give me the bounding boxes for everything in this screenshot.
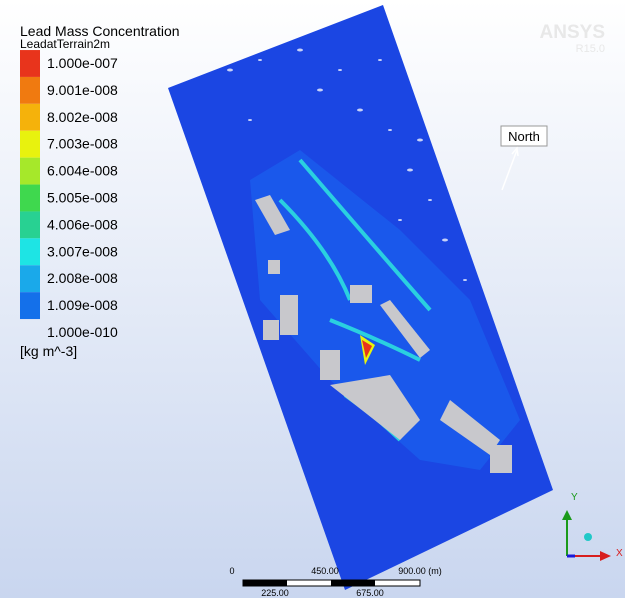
legend-swatch — [20, 157, 40, 185]
north-box — [500, 125, 548, 147]
legend-label: 1.009e-008 — [47, 297, 118, 313]
north-arrowhead — [511, 146, 519, 157]
legend-swatch — [20, 238, 40, 266]
variable: LeadatTerrain2m — [20, 37, 110, 51]
legend-swatch — [20, 50, 40, 77]
legend-label: 2.008e-008 — [47, 270, 118, 286]
north-label: North — [508, 129, 540, 144]
z-marker — [584, 533, 592, 541]
title: Lead Mass Concentration — [20, 23, 180, 39]
scale-label: 450.00 — [311, 566, 339, 576]
legend-label: 9.001e-008 — [47, 82, 118, 98]
legend-swatch — [20, 76, 40, 104]
scale-label: 225.00 — [261, 588, 289, 598]
logo-version: R15.0 — [576, 43, 605, 55]
scale-label: 675.00 — [356, 588, 384, 598]
legend-label: 1.000e-007 — [47, 55, 118, 71]
y-arrowhead — [562, 510, 572, 520]
legend-swatch — [20, 184, 40, 212]
domain — [168, 5, 553, 590]
legend-swatch — [20, 103, 40, 131]
legend-label: 3.007e-008 — [47, 243, 118, 259]
x-axis-label: X — [616, 548, 623, 559]
scale-label: 900.00 (m) — [398, 566, 442, 576]
legend: 1.000e-007 9.001e-008 8.002e-008 7.003e-008… — [20, 50, 118, 340]
scale-label: 0 — [229, 566, 234, 576]
scale-bar — [242, 579, 421, 587]
legend-label: 7.003e-008 — [47, 136, 118, 152]
legend-label: 5.005e-008 — [47, 190, 118, 206]
y-axis-label: Y — [571, 492, 578, 503]
legend-swatch — [20, 265, 40, 293]
x-arrowhead — [600, 551, 611, 561]
north-arrow — [501, 149, 518, 191]
legend-label: 4.006e-008 — [47, 216, 118, 232]
legend-label: 6.004e-008 — [47, 163, 118, 179]
legend-swatch — [20, 211, 40, 239]
legend-label: 8.002e-008 — [47, 109, 118, 125]
legend-swatch — [20, 292, 40, 320]
legend-label: 1.000e-010 — [47, 324, 118, 340]
legend-unit: [kg m^-3] — [20, 343, 77, 359]
logo: ANSYS — [540, 22, 605, 43]
legend-swatch — [20, 130, 40, 158]
